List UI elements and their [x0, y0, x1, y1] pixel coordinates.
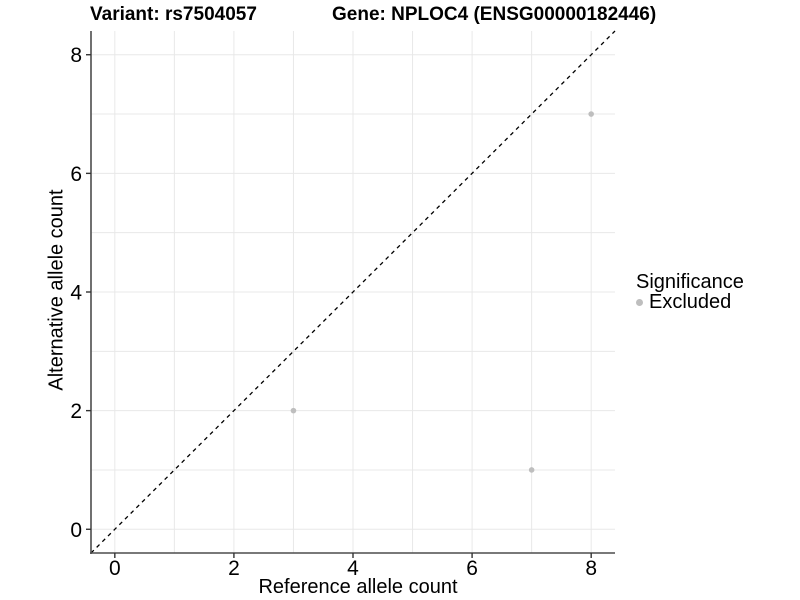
- y-tick-label: 2: [70, 400, 82, 423]
- y-axis-label: Alternative allele count: [45, 189, 68, 391]
- x-tick-label: 8: [585, 557, 597, 580]
- y-tick-label: 0: [70, 519, 82, 542]
- legend-title: Significance: [636, 271, 744, 293]
- variant-title: Variant: rs7504057: [90, 4, 257, 25]
- data-point: [528, 467, 535, 473]
- identity-line: [90, 30, 616, 554]
- y-tick-label: 8: [70, 44, 82, 67]
- legend: Significance Excluded: [636, 272, 744, 312]
- data-point: [588, 111, 594, 117]
- legend-entry-label: Excluded: [649, 291, 732, 313]
- y-tick-label: 4: [70, 282, 82, 305]
- legend-entry: Excluded: [636, 291, 744, 313]
- x-tick-label: 6: [466, 557, 478, 580]
- x-tick-label: 0: [109, 557, 121, 580]
- gene-title: Gene: NPLOC4 (ENSG00000182446): [332, 4, 657, 25]
- x-tick-label: 2: [228, 557, 240, 580]
- y-tick-label: 6: [70, 163, 82, 186]
- x-axis-label: Reference allele count: [258, 576, 458, 598]
- legend-point-icon: [636, 299, 643, 306]
- data-point: [290, 407, 297, 414]
- x-tick-label: 4: [347, 557, 359, 580]
